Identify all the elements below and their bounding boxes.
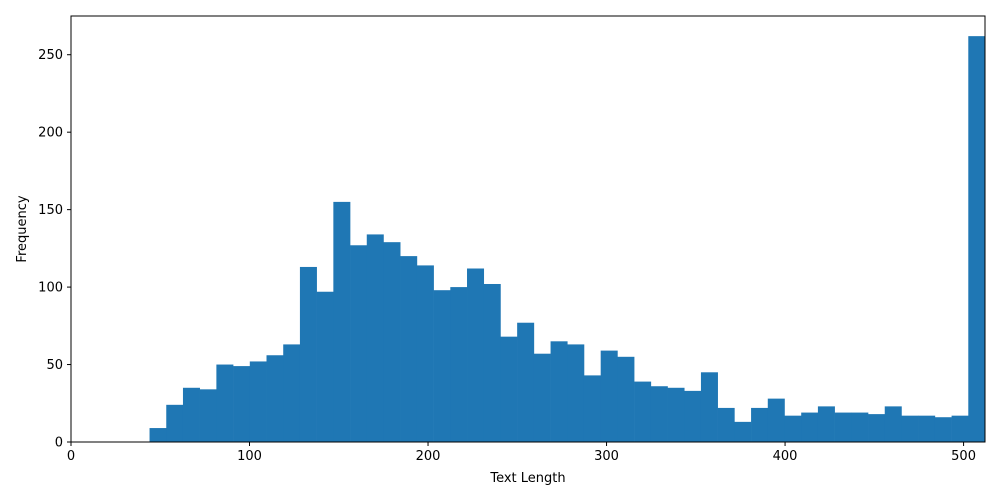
plot-frame — [70, 15, 986, 443]
x-tick-label: 300 — [594, 449, 619, 464]
histogram-bar — [884, 406, 902, 442]
histogram-bar — [149, 428, 167, 442]
histogram-bar — [567, 344, 585, 442]
y-tick-label: 0 — [55, 436, 63, 451]
histogram-bar — [266, 355, 284, 442]
histogram-bar — [500, 336, 518, 442]
histogram-bar — [233, 366, 251, 442]
histogram-bar — [801, 412, 819, 442]
histogram-bar — [951, 415, 969, 442]
histogram-bar — [684, 390, 702, 442]
x-tick-label: 400 — [773, 449, 798, 464]
histogram-bar — [216, 364, 234, 442]
histogram-bar — [751, 407, 769, 442]
histogram-bar — [533, 353, 551, 442]
histogram-bar — [450, 287, 468, 442]
histogram-bar — [851, 412, 869, 442]
histogram-bar — [868, 414, 886, 442]
histogram-bar — [550, 341, 568, 442]
histogram-bar — [634, 381, 652, 442]
histogram-bar — [383, 242, 401, 442]
histogram-bar — [166, 404, 184, 442]
histogram-bar — [199, 389, 217, 442]
x-tick-label: 500 — [951, 449, 976, 464]
y-axis-ticks: 0 50 100 150 200 250 — [38, 48, 71, 451]
y-axis-label: Frequency — [15, 195, 30, 262]
histogram-bars — [149, 36, 986, 442]
histogram-bar — [700, 372, 718, 442]
histogram-bar — [734, 421, 752, 442]
histogram-bar — [416, 265, 434, 442]
x-tick-label: 100 — [237, 449, 262, 464]
y-tick-label: 150 — [38, 203, 63, 218]
x-axis-ticks: 0 100 200 300 400 500 — [67, 442, 976, 464]
histogram-bar — [617, 356, 635, 442]
histogram-bar — [817, 406, 835, 442]
x-tick-label: 200 — [416, 449, 441, 464]
histogram-bar — [316, 291, 334, 442]
histogram-bar — [600, 350, 618, 442]
histogram-bar — [667, 387, 685, 442]
histogram-bar — [767, 398, 785, 442]
histogram-bar — [650, 386, 668, 442]
y-tick-label: 200 — [38, 126, 63, 141]
histogram-bar — [400, 256, 418, 442]
histogram-bar — [283, 344, 301, 442]
histogram-bar — [299, 266, 317, 442]
histogram-bar — [182, 387, 200, 442]
y-tick-label: 250 — [38, 48, 63, 63]
histogram-bar — [467, 268, 485, 442]
histogram-bar — [918, 415, 936, 442]
y-tick-label: 50 — [46, 358, 63, 373]
histogram-bar — [249, 361, 267, 442]
histogram-bar — [583, 375, 601, 442]
histogram-bar — [517, 322, 535, 442]
histogram-bar — [366, 234, 384, 442]
x-axis-label: Text Length — [489, 471, 565, 486]
histogram-bar — [333, 201, 351, 442]
histogram-bar — [934, 417, 952, 442]
histogram-bar — [901, 415, 919, 442]
histogram-bar — [834, 412, 852, 442]
histogram-bar — [350, 245, 368, 442]
histogram-bar — [433, 290, 451, 442]
x-tick-label: 0 — [67, 449, 75, 464]
histogram-bar — [717, 407, 735, 442]
y-tick-label: 100 — [38, 281, 63, 296]
histogram-bar — [968, 36, 986, 442]
histogram-bar — [784, 415, 802, 442]
histogram-bar — [483, 283, 501, 442]
